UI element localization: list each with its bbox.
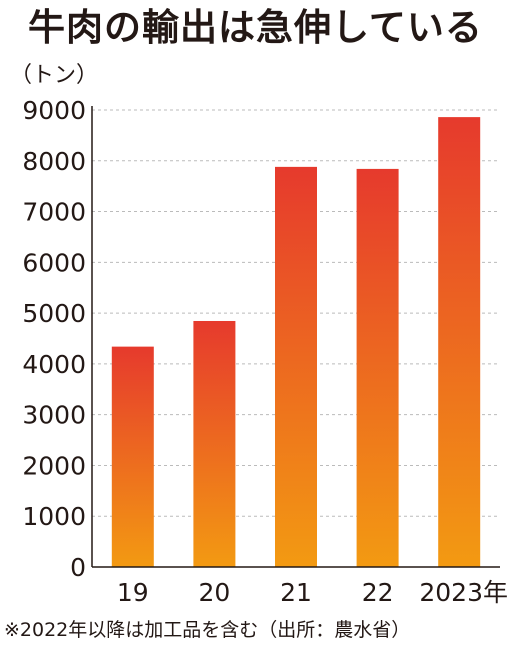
axes: [91, 106, 500, 568]
x-tick-label: 22: [362, 578, 394, 607]
bar-2023年: [438, 117, 481, 567]
y-tick-labels: 0 1000 2000 3000 4000 5000 6000 7000 8000 9000: [22, 96, 86, 582]
bar-19: [111, 346, 154, 567]
y-tick-label: 7000: [22, 198, 86, 227]
y-tick-label: 5000: [22, 299, 86, 328]
x-tick-label: 20: [198, 578, 230, 607]
x-tick-label: 21: [280, 578, 312, 607]
x-tick-labels: 19 20 21 22 2023年: [117, 578, 508, 607]
y-tick-label: 0: [70, 553, 86, 582]
bars: [111, 117, 481, 568]
bar-chart: 0 1000 2000 3000 4000 5000 6000 7000 8000 9000 19…: [22, 96, 508, 607]
y-tick-label: 1000: [22, 502, 86, 531]
y-axis-unit-label: （トン）: [10, 63, 99, 88]
y-tick-label: 9000: [22, 96, 86, 125]
bar-22: [356, 168, 399, 567]
y-tick-label: 3000: [22, 401, 86, 430]
source-footnote: ※2022年以降は加工品を含む（出所：農水省）: [4, 619, 411, 641]
y-tick-label: 6000: [22, 248, 86, 277]
bar-20: [193, 320, 236, 567]
y-tick-label: 4000: [22, 350, 86, 379]
bar-21: [275, 166, 317, 568]
y-tick-label: 8000: [22, 147, 86, 176]
y-tick-label: 2000: [22, 451, 86, 480]
x-tick-label: 19: [117, 578, 149, 607]
chart-title: 牛肉の輸出は急伸している: [28, 6, 483, 49]
x-tick-label: 2023年: [419, 578, 508, 607]
